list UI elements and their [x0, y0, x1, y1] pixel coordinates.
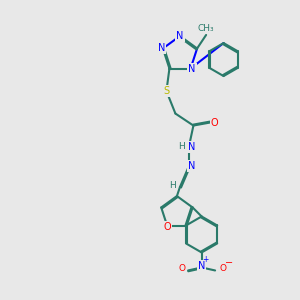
Text: N: N	[198, 261, 205, 271]
Text: O: O	[211, 118, 218, 128]
Text: N: N	[176, 31, 184, 41]
Text: S: S	[164, 86, 169, 96]
Text: O: O	[178, 265, 186, 274]
Text: −: −	[224, 258, 233, 268]
Text: H: H	[178, 142, 185, 151]
Text: N: N	[188, 161, 196, 171]
Text: N: N	[188, 142, 196, 152]
Text: N: N	[158, 44, 165, 53]
Text: +: +	[202, 255, 208, 264]
Text: N: N	[188, 64, 196, 74]
Text: O: O	[164, 222, 171, 233]
Text: CH₃: CH₃	[198, 24, 214, 33]
Text: O: O	[219, 265, 226, 274]
Text: H: H	[169, 181, 176, 190]
